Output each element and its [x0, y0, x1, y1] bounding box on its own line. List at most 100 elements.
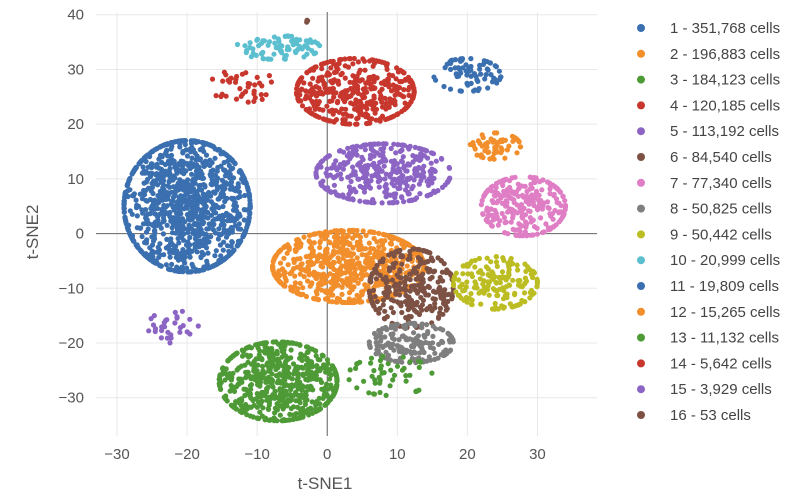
legend-marker: [637, 127, 645, 136]
data-point: [290, 404, 297, 410]
data-point: [401, 365, 407, 371]
data-point: [401, 286, 407, 292]
data-point: [506, 267, 512, 273]
data-point: [391, 162, 397, 168]
cluster-1-points: [121, 138, 253, 275]
data-point: [426, 284, 432, 290]
data-point: [273, 373, 280, 379]
data-point: [460, 65, 466, 71]
data-point: [374, 75, 380, 81]
data-point: [396, 248, 402, 254]
data-point: [313, 169, 319, 176]
data-point: [401, 199, 407, 205]
data-point: [151, 233, 157, 239]
data-point: [437, 326, 443, 332]
data-point: [488, 259, 494, 265]
data-point: [515, 278, 521, 284]
data-point: [527, 186, 533, 192]
data-point: [480, 211, 486, 217]
data-point: [440, 339, 446, 345]
data-point: [227, 388, 233, 394]
data-point: [129, 171, 135, 177]
data-point: [300, 384, 306, 390]
data-point: [302, 96, 308, 102]
data-point: [491, 156, 497, 162]
data-point: [169, 261, 175, 267]
data-point: [493, 280, 499, 286]
data-point: [250, 397, 256, 404]
data-point: [309, 244, 315, 250]
data-point: [332, 273, 338, 279]
data-point: [289, 382, 295, 388]
data-point: [245, 84, 251, 90]
data-point: [177, 205, 183, 211]
data-point: [223, 93, 229, 99]
data-point: [531, 290, 537, 296]
data-point: [338, 265, 344, 271]
data-point: [346, 297, 353, 303]
data-point: [198, 254, 204, 260]
data-point: [453, 71, 459, 77]
data-point: [152, 181, 158, 187]
data-point: [221, 180, 227, 186]
data-point: [149, 165, 155, 171]
y-axis-label: t-SNE2: [23, 205, 42, 260]
data-point: [309, 280, 315, 286]
data-point: [143, 207, 149, 213]
legend-item: 2 - 196,883 cells: [637, 46, 780, 63]
data-point: [189, 205, 195, 211]
data-point: [167, 249, 173, 256]
data-point: [447, 86, 454, 92]
data-point: [472, 264, 478, 270]
data-point: [354, 116, 360, 122]
data-point: [129, 211, 135, 217]
legend-marker: [637, 307, 645, 316]
data-point: [446, 164, 452, 171]
data-point: [236, 189, 242, 195]
data-point: [319, 66, 325, 72]
data-point: [369, 75, 375, 82]
data-point: [292, 284, 298, 290]
data-point: [494, 263, 500, 269]
data-point: [173, 243, 179, 249]
data-point: [363, 272, 370, 278]
legend: 1 - 351,768 cells 2 - 196,883 cells 3 - 18…: [637, 20, 780, 424]
data-point: [315, 78, 321, 84]
data-point: [370, 246, 377, 252]
data-point: [416, 358, 422, 364]
data-point: [443, 270, 449, 276]
data-point: [180, 148, 186, 155]
data-point: [453, 270, 459, 276]
data-point: [354, 385, 360, 391]
data-point: [436, 341, 442, 347]
data-point: [382, 324, 389, 331]
data-point: [187, 234, 193, 241]
data-point: [383, 194, 389, 200]
data-point: [319, 158, 326, 164]
data-point: [412, 144, 418, 150]
data-point: [182, 141, 188, 148]
data-point: [427, 276, 433, 282]
data-point: [361, 378, 367, 384]
data-point: [377, 357, 383, 364]
data-point: [200, 267, 206, 273]
data-point: [143, 153, 149, 159]
data-point: [342, 161, 348, 168]
data-point: [226, 77, 232, 83]
data-point: [301, 274, 307, 280]
data-point: [224, 243, 231, 249]
data-point: [397, 286, 403, 293]
data-point: [238, 93, 244, 99]
data-point: [155, 217, 161, 223]
data-point: [360, 185, 366, 191]
data-point: [407, 372, 413, 378]
data-point: [440, 300, 447, 307]
data-point: [364, 120, 370, 127]
data-point: [435, 255, 441, 261]
data-point: [396, 175, 403, 181]
data-point: [303, 293, 309, 300]
data-point: [238, 226, 244, 232]
data-point: [397, 67, 403, 73]
data-point: [502, 220, 508, 226]
data-point: [497, 286, 503, 292]
